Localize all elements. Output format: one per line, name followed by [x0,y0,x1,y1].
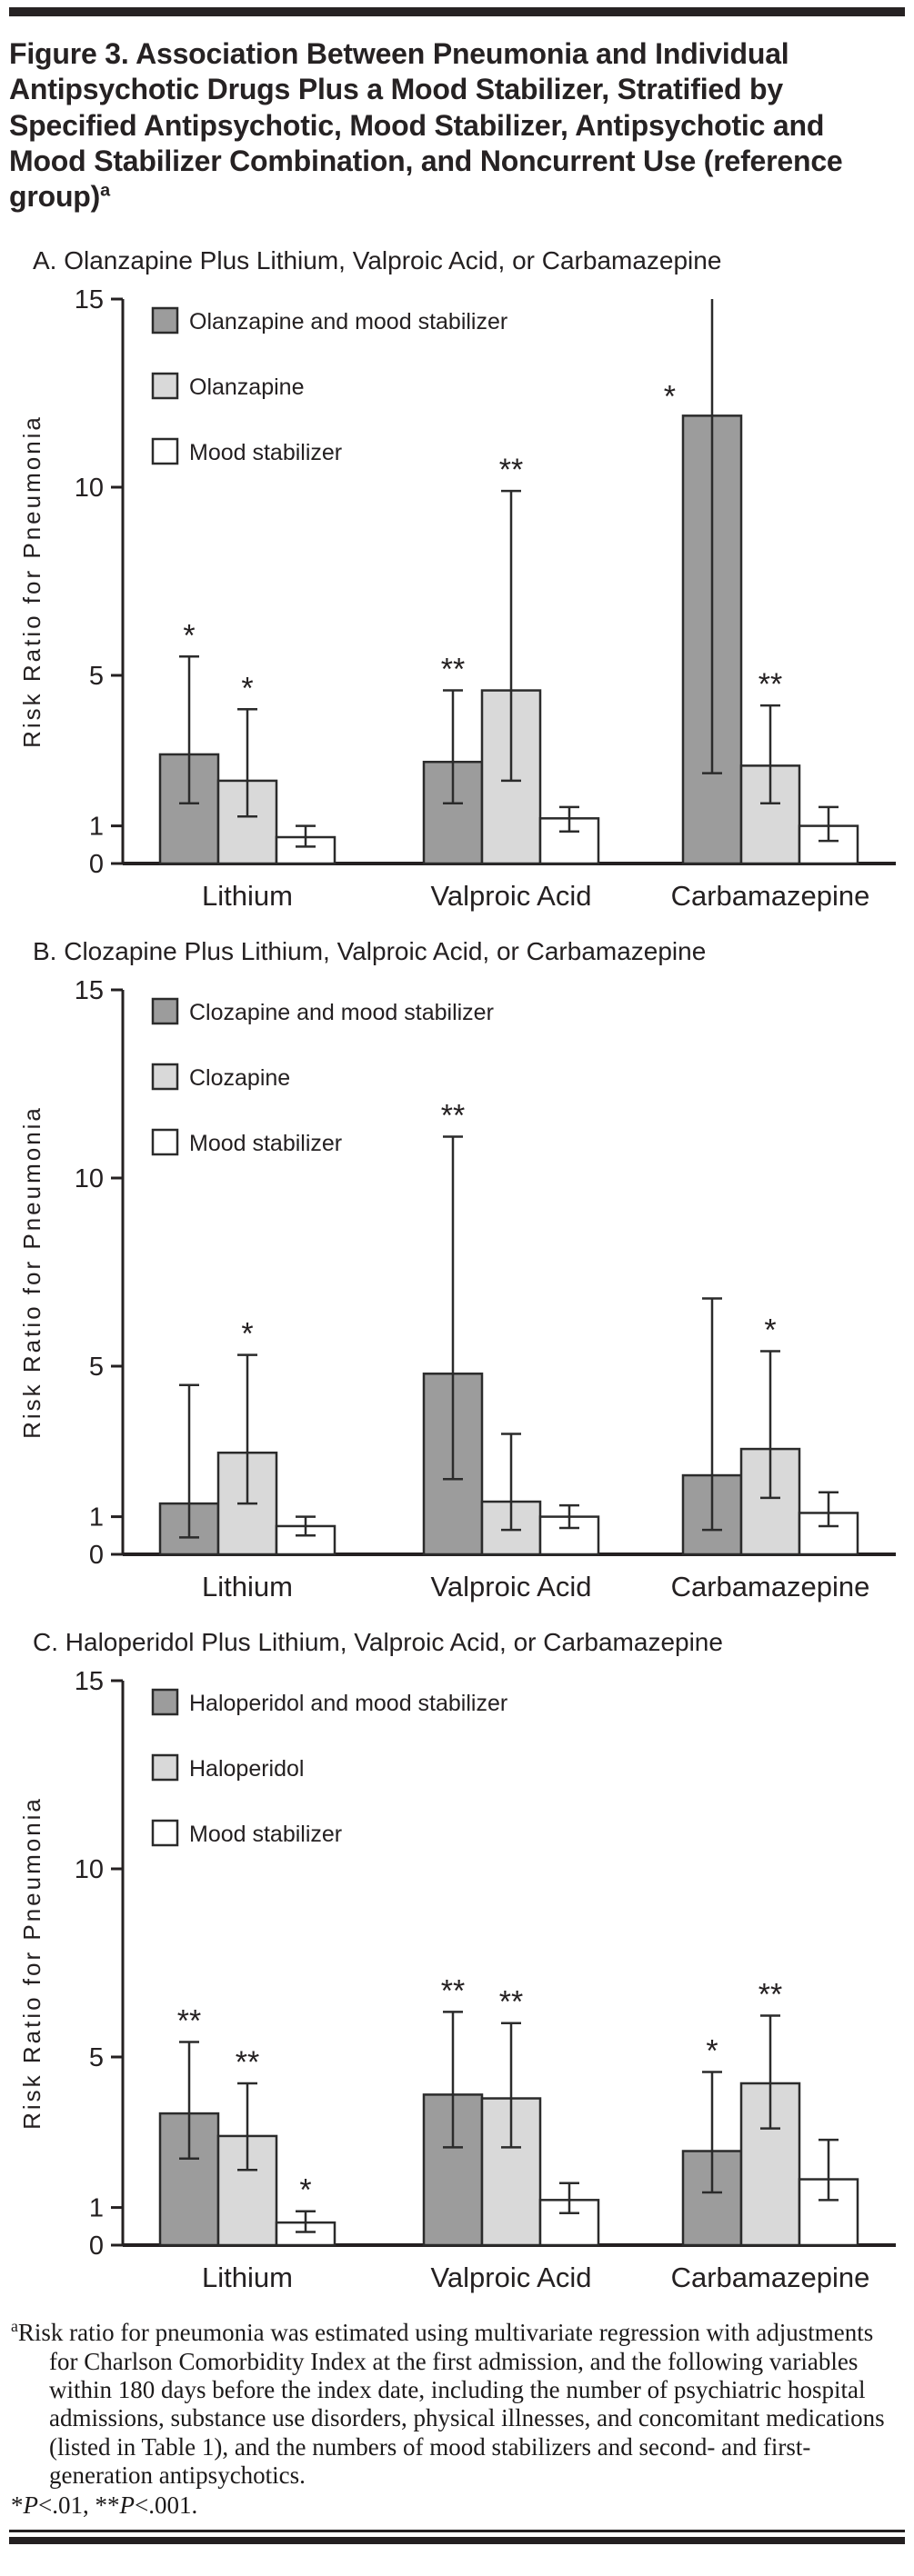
legend: Olanzapine and mood stabilizer Olanzapine… [151,306,507,465]
significance-note: *P<.01, **P<.001. [11,2491,891,2520]
y-tick-label: 15 [75,1667,104,1696]
legend-swatch [151,1128,179,1156]
sig-asterisk: ** [758,667,782,702]
sig-asterisk: * [241,1317,253,1352]
legend-label: Mood stabilizer [189,1131,342,1156]
footnote: aRisk ratio for pneumonia was estimated … [11,2317,891,2520]
sig-asterisk: * [183,618,195,653]
y-tick-label: 0 [89,1541,104,1570]
y-axis-label: Risk Ratio for Pneumonia [18,414,45,748]
legend-label: Olanzapine and mood stabilizer [189,309,507,334]
sig-asterisk: * [706,2034,718,2069]
y-axis-label: Risk Ratio for Pneumonia [18,1796,45,2130]
figure-title: Figure 3. Association Between Pneumonia … [9,36,905,215]
footnote-text: aRisk ratio for pneumonia was estimated … [11,2317,891,2490]
legend-swatch [151,1063,179,1091]
y-tick-label: 5 [89,2043,104,2072]
bars [158,1373,859,1556]
x-category-label: Valproic Acid [431,2261,592,2293]
sig-asterisk: ** [441,1974,465,2009]
sig-asterisk: * [241,671,253,705]
sig-asterisk: ** [758,1978,782,2012]
sig-p-1: P [23,2491,39,2520]
error-bars [179,2011,839,2234]
top-rule [9,7,905,16]
figure-title-text: Figure 3. Association Between Pneumonia … [9,37,843,214]
legend-label: Mood stabilizer [189,440,342,465]
legend-swatch [151,437,179,465]
panel-c-title: C. Haloperidol Plus Lithium, Valproic Ac… [33,1628,723,1657]
footnote-superscript: a [11,2317,18,2336]
legend-label: Clozapine [189,1065,290,1091]
significance-marks: ********* *** [177,1974,782,2208]
sig-asterisk: ** [499,1985,523,2020]
y-tick-label: 5 [89,1353,104,1382]
legend-label: Haloperidol [189,1756,304,1782]
legend-swatch [151,1689,179,1716]
significance-marks: *** * [241,1099,776,1352]
panel-b-title: B. Clozapine Plus Lithium, Valproic Acid… [33,936,707,965]
sig-rest-2: <.001. [134,2491,198,2520]
error-bars [179,298,839,848]
sig-asterisk: * [664,379,676,414]
y-tick-label: 15 [75,976,104,1005]
error-bars [179,1135,839,1539]
y-tick-label: 10 [75,1164,104,1193]
legend-swatch [151,1754,179,1782]
y-tick-label: 0 [89,850,104,879]
x-category-label: Lithium [202,880,293,912]
sig-asterisk: ** [177,2004,201,2039]
x-category-label: Carbamazepine [671,880,870,912]
sig-star-1: * [11,2491,24,2520]
sig-asterisk: ** [441,1099,465,1133]
significance-marks: ********* [183,379,782,705]
y-tick-label: 1 [89,2194,104,2223]
x-category-label: Valproic Acid [431,1571,592,1603]
y-tick-label: 0 [89,2232,104,2261]
y-tick-label: 15 [75,285,104,315]
y-tick-label: 10 [75,474,104,503]
y-axis-label: Risk Ratio for Pneumonia [18,1105,45,1439]
legend: Clozapine and mood stabilizer Clozapine Mo… [151,997,494,1156]
legend-label: Olanzapine [189,374,304,400]
legend-swatch [151,997,179,1025]
bar [538,817,600,865]
legend-swatch [151,306,179,334]
y-tick-label: 1 [89,1503,104,1533]
legend: Haloperidol and mood stabilizer Haloperid… [151,1689,507,1847]
x-category-label: Lithium [202,1571,293,1603]
panel-a-title: A. Olanzapine Plus Lithium, Valproic Aci… [33,245,722,275]
footnote-body-text: Risk ratio for pneumonia was estimated u… [17,2319,885,2489]
legend-swatch [151,372,179,400]
sig-rest-1: <.01, ** [38,2491,120,2520]
y-tick-label: 5 [89,662,104,691]
bar [275,835,336,865]
figure-title-superscript: a [100,180,110,201]
y-tick-label: 10 [75,1855,104,1884]
sig-asterisk: * [299,2173,311,2208]
sig-asterisk: ** [499,453,523,487]
bars [158,2082,859,2247]
legend-swatch [151,1820,179,1847]
legend-label: Mood stabilizer [189,1822,342,1847]
sig-p-2: P [119,2491,135,2520]
x-category-label: Valproic Acid [431,880,592,912]
sig-asterisk: ** [236,2045,259,2080]
bottom-rule [9,2529,905,2544]
x-category-label: Lithium [202,2261,293,2293]
x-category-label: Carbamazepine [671,2261,870,2293]
legend-label: Clozapine and mood stabilizer [189,1000,494,1025]
legend-label: Haloperidol and mood stabilizer [189,1691,507,1716]
x-category-label: Carbamazepine [671,1571,870,1603]
sig-asterisk: * [764,1313,776,1348]
y-tick-label: 1 [89,813,104,842]
sig-asterisk: ** [441,653,465,687]
